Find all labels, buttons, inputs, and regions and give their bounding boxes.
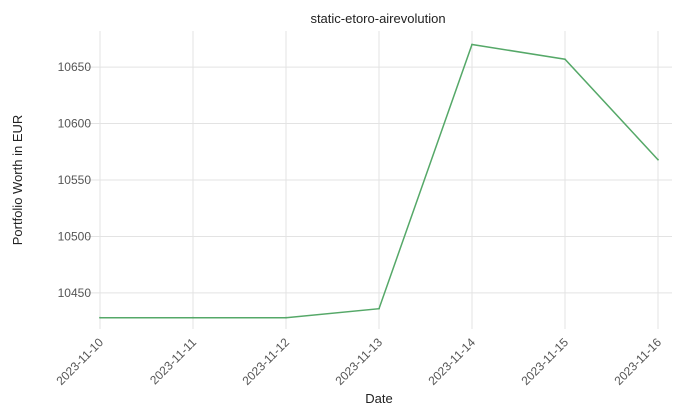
data-point [657, 158, 659, 161]
y-axis-label: Portfolio Worth in EUR [10, 115, 25, 246]
y-tick-label: 10500 [58, 229, 92, 243]
data-point [471, 43, 473, 46]
y-tick-label: 10600 [58, 117, 92, 131]
chart-title: static-etoro-airevolution [310, 11, 445, 26]
x-tick-label: 2023-11-14 [425, 335, 478, 388]
x-tick-label: 2023-11-11 [147, 335, 199, 387]
y-tick-label: 10450 [58, 286, 92, 300]
grid [85, 31, 672, 329]
series-layer [99, 43, 659, 319]
y-tick-label: 10550 [58, 173, 92, 187]
x-tick-label: 2023-11-13 [332, 335, 385, 388]
x-axis-label: Date [365, 391, 392, 406]
tick-labels: 2023-11-10 2023-11-11 2023-11-12 2023-11-13… [53, 60, 664, 388]
x-tick-label: 2023-11-12 [239, 335, 292, 388]
data-point [564, 58, 566, 61]
data-point [285, 316, 287, 319]
x-tick-label: 2023-11-16 [611, 335, 664, 388]
data-point [99, 316, 101, 319]
y-tick-label: 10650 [58, 60, 92, 74]
data-point [378, 307, 380, 310]
data-point [192, 316, 194, 319]
x-tick-label: 2023-11-10 [53, 335, 106, 388]
x-tick-label: 2023-11-15 [518, 335, 571, 388]
